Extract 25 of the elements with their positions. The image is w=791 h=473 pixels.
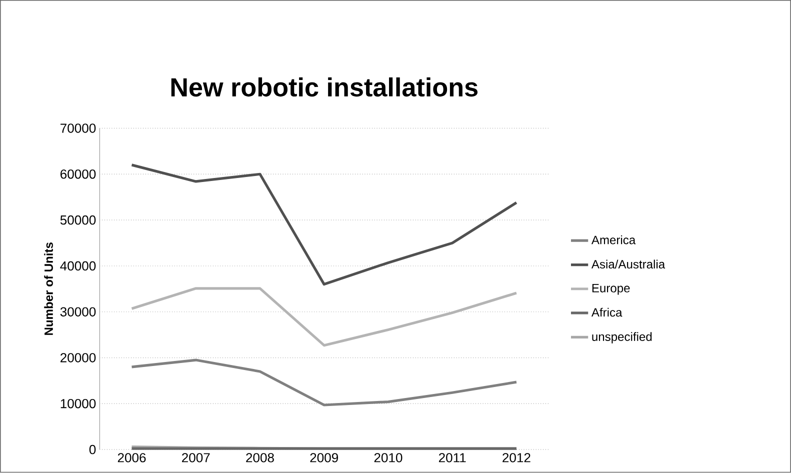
x-tick-label: 2011 bbox=[438, 453, 466, 462]
x-tick-label: 2007 bbox=[182, 453, 210, 462]
y-tick-label: 40000 bbox=[60, 261, 96, 271]
y-tick-label: 50000 bbox=[60, 216, 96, 225]
legend-label: Europe bbox=[592, 284, 630, 295]
legend-label: Asia/Australia bbox=[591, 260, 666, 269]
y-tick-label: 60000 bbox=[60, 170, 96, 179]
legend-label: America bbox=[591, 236, 636, 244]
legend-label: Africa bbox=[591, 308, 622, 317]
chart-title: New robotic installations bbox=[171, 78, 478, 97]
x-tick-label: 2010 bbox=[374, 453, 402, 462]
x-tick-label: 2009 bbox=[310, 453, 338, 462]
line-series bbox=[130, 287, 518, 347]
x-tick-label: 2006 bbox=[118, 453, 146, 462]
y-tick-label: 0 bbox=[89, 445, 96, 454]
line-series bbox=[130, 358, 518, 406]
x-tick-label: 2008 bbox=[246, 453, 274, 462]
legend-label: unspecified bbox=[592, 332, 652, 344]
y-tick-label: 30000 bbox=[60, 307, 96, 317]
y-tick-label: 20000 bbox=[60, 353, 96, 362]
y-axis-title: Number of Units bbox=[44, 242, 53, 336]
line-series bbox=[130, 164, 518, 286]
x-tick-label: 2012 bbox=[502, 453, 530, 462]
y-tick-label: 10000 bbox=[60, 399, 96, 408]
y-tick-label: 70000 bbox=[60, 124, 96, 133]
